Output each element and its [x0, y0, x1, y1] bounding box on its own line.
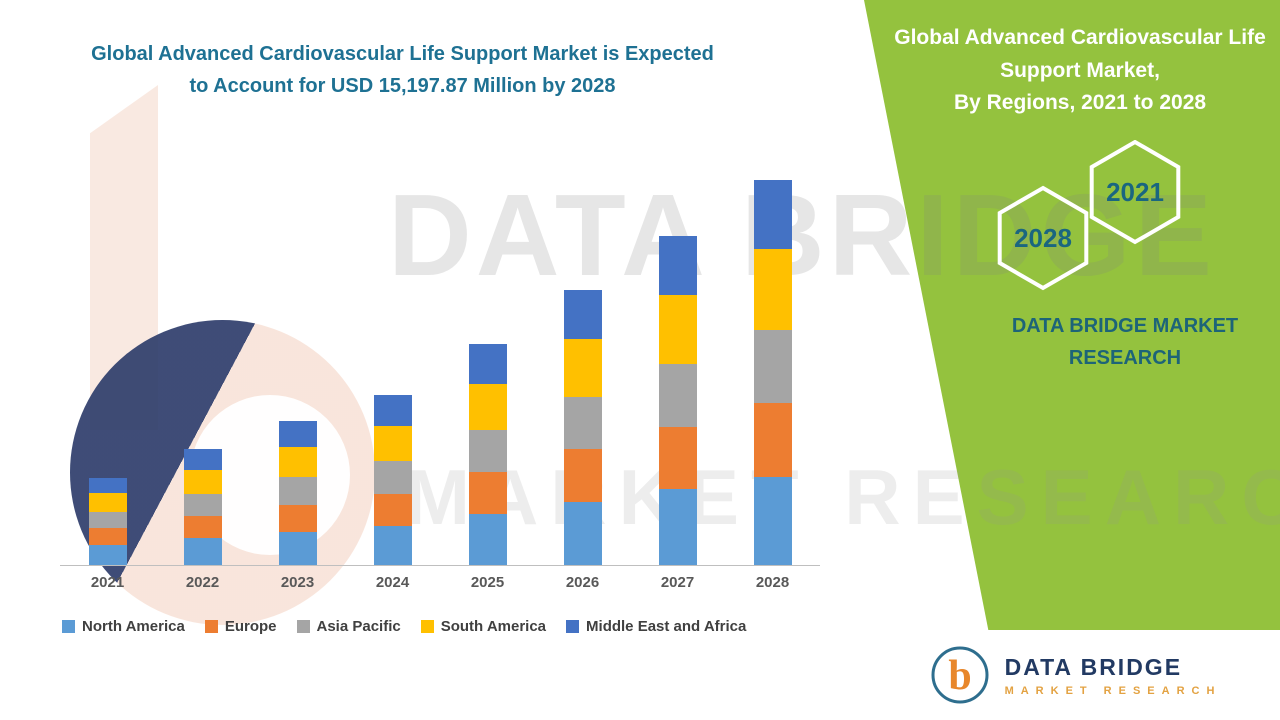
bar-segment-middle-east-and-africa-2024: [373, 395, 412, 426]
x-axis-label-2024: 2024: [375, 574, 410, 591]
x-axis-label-2027: 2027: [660, 574, 695, 591]
bar-segment-south-america-2022: [183, 470, 222, 495]
chart-title-line2: to Account for USD 15,197.87 Million by …: [189, 75, 616, 97]
x-axis-label-2025: 2025: [470, 574, 505, 591]
right-panel-title-line3: By Regions, 2021 to 2028: [953, 91, 1207, 115]
x-axis-labels: 2021 2022 2023 2024 2025 2026 2027 2028: [60, 574, 820, 591]
bar-2021: [88, 477, 127, 565]
legend-swatch-south-america: [420, 620, 434, 633]
bar-segment-europe-2024: [373, 493, 412, 526]
bar-segment-south-america-2027: [658, 294, 697, 365]
chart-legend: North America Europe Asia Pacific South Ame…: [62, 618, 842, 635]
bar-segment-europe-2028: [753, 403, 792, 477]
right-panel-brand-line1: DATA BRIDGE MARKET: [1011, 315, 1239, 337]
legend-item-south-america: South America: [420, 618, 547, 635]
bar-segment-asia-pacific-2026: [563, 397, 602, 450]
bar-2022: [183, 449, 222, 565]
bar-2028: [753, 180, 792, 565]
year-hexagons: 2028 2021: [985, 139, 1197, 305]
legend-swatch-north-america: [62, 620, 75, 633]
legend-item-europe: Europe: [204, 618, 277, 635]
bar-segment-middle-east-and-africa-2027: [658, 235, 697, 295]
bar-2024: [373, 395, 412, 565]
bar-segment-north-america-2025: [468, 514, 507, 565]
bar-segment-asia-pacific-2024: [373, 461, 412, 494]
hexagon-2028: [997, 185, 1089, 291]
chart-title: Global Advanced Cardiovascular Life Supp…: [30, 38, 775, 102]
bar-segment-south-america-2025: [468, 383, 507, 431]
stacked-bar-plot: [60, 180, 820, 566]
right-panel-title-line2: Support Market,: [1000, 58, 1160, 82]
logo-brand-name: DATA BRIDGE: [1004, 653, 1183, 680]
bar-segment-middle-east-and-africa-2021: [88, 477, 127, 494]
legend-label-europe: Europe: [224, 618, 277, 635]
bar-segment-asia-pacific-2022: [183, 494, 222, 517]
svg-text:b: b: [948, 653, 971, 699]
x-axis-label-2022: 2022: [185, 574, 220, 591]
bar-segment-middle-east-and-africa-2022: [183, 449, 222, 471]
bar-segment-asia-pacific-2028: [753, 330, 792, 404]
legend-item-north-america: North America: [62, 618, 185, 635]
bar-segment-europe-2025: [468, 472, 507, 515]
hexagons-graphic: 2028 2021: [997, 139, 1181, 291]
bar-segment-south-america-2028: [753, 249, 792, 331]
right-panel-title: Global Advanced Cardiovascular Life Supp…: [890, 22, 1270, 120]
x-axis-label-2023: 2023: [280, 574, 315, 591]
watermark-text-data-bridge: DATA BRIDGE: [388, 170, 1217, 300]
bar-segment-asia-pacific-2021: [88, 511, 127, 529]
bar-segment-middle-east-and-africa-2026: [563, 289, 602, 340]
bar-2025: [468, 343, 507, 565]
bar-segment-north-america-2028: [753, 476, 792, 565]
bar-segment-asia-pacific-2025: [468, 430, 507, 473]
bar-segment-north-america-2023: [278, 531, 317, 565]
legend-label-middle-east-and-africa: Middle East and Africa: [586, 618, 747, 635]
hexagon-2021-label: 2021: [1106, 177, 1164, 207]
bar-segment-north-america-2024: [373, 525, 412, 565]
right-panel-brand-text: DATA BRIDGE MARKET RESEARCH: [955, 310, 1280, 374]
logo-card-text: DATA BRIDGE MARKET RESEARCH: [1005, 654, 1222, 697]
bar-segment-europe-2026: [563, 449, 602, 502]
legend-item-asia-pacific: Asia Pacific: [296, 618, 401, 635]
hexagon-2028-label: 2028: [1014, 223, 1072, 253]
bar-segment-south-america-2024: [373, 425, 412, 462]
legend-swatch-middle-east-and-africa: [566, 620, 580, 633]
bar-segment-europe-2027: [658, 426, 697, 490]
legend-label-asia-pacific: Asia Pacific: [316, 618, 401, 635]
bar-segment-europe-2021: [88, 528, 127, 545]
bar-segment-asia-pacific-2023: [278, 477, 317, 505]
bar-segment-north-america-2027: [658, 489, 697, 565]
bar-segment-middle-east-and-africa-2023: [278, 421, 317, 448]
bar-segment-north-america-2021: [88, 544, 127, 565]
data-bridge-logo-icon: b: [931, 646, 989, 704]
bar-segment-middle-east-and-africa-2025: [468, 343, 507, 384]
right-panel-title-line1: Global Advanced Cardiovascular Life: [894, 26, 1266, 49]
bar-segment-south-america-2026: [563, 339, 602, 398]
hexagon-2021: [1089, 139, 1181, 245]
logo-card: b DATA BRIDGE MARKET RESEARCH: [870, 630, 1280, 720]
bar-segment-asia-pacific-2027: [658, 364, 697, 427]
bar-segment-north-america-2026: [563, 501, 602, 565]
bar-segment-europe-2023: [278, 504, 317, 532]
legend-swatch-europe: [204, 620, 218, 633]
logo-brand-subtitle: MARKET RESEARCH: [1004, 684, 1222, 697]
bar-2026: [563, 289, 602, 565]
legend-label-north-america: North America: [82, 618, 185, 635]
watermark-text-market-research: MARKET RESEARCH: [405, 453, 1280, 541]
bar-2023: [278, 421, 317, 565]
chart-title-line1: Global Advanced Cardiovascular Life Supp…: [91, 43, 714, 65]
legend-item-middle-east-and-africa: Middle East and Africa: [566, 618, 746, 635]
x-axis-label-2026: 2026: [565, 574, 600, 591]
bar-segment-europe-2022: [183, 516, 222, 539]
bar-segment-middle-east-and-africa-2028: [753, 180, 792, 250]
bar-2027: [658, 235, 697, 565]
x-axis-label-2028: 2028: [755, 574, 790, 591]
bar-segment-south-america-2021: [88, 493, 127, 512]
bar-segment-north-america-2022: [183, 538, 222, 565]
x-axis-label-2021: 2021: [90, 574, 125, 591]
bar-segment-south-america-2023: [278, 447, 317, 478]
legend-swatch-asia-pacific: [296, 620, 310, 633]
legend-label-south-america: South America: [440, 618, 547, 635]
right-panel-brand-line2: RESEARCH: [1068, 347, 1182, 369]
